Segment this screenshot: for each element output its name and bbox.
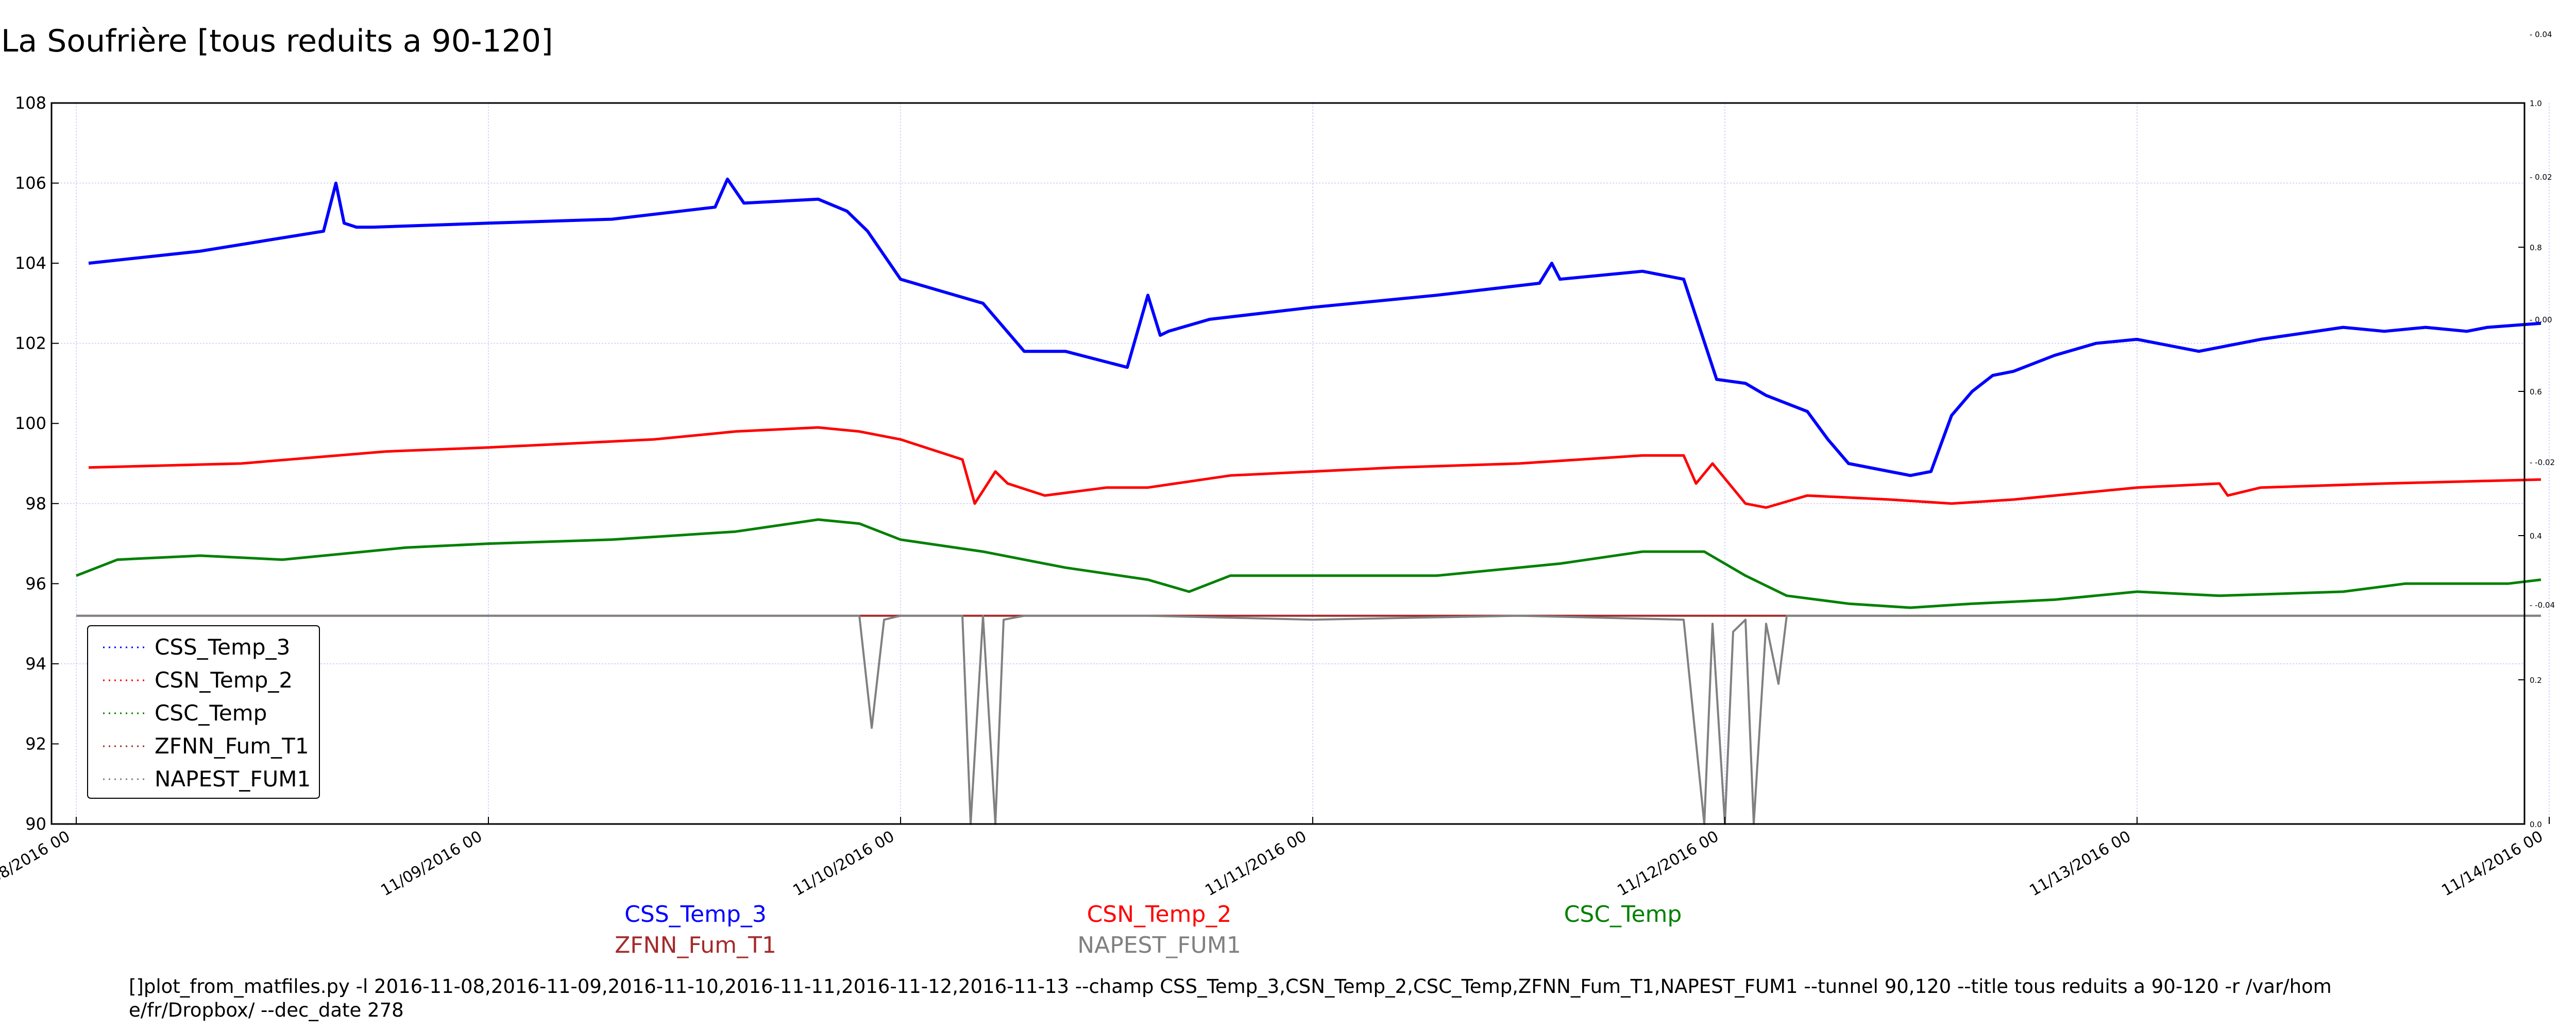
y-tick-label: 104 [15, 253, 46, 273]
y2-tick-label: 1.0 [2530, 99, 2542, 108]
series-line-css_temp_3 [88, 177, 2541, 477]
legend-entry: CSN_Temp_2 [155, 667, 293, 693]
y-tick-label: 96 [25, 574, 46, 593]
series-line-csn_temp_2 [88, 426, 2541, 509]
y-tick-label: 108 [15, 93, 46, 113]
y2-minor-tick-label: - 0.04 [2530, 30, 2552, 39]
legend-box [87, 625, 320, 799]
plot-frame [50, 102, 2526, 825]
x-tick-label: 11/11/2016 00 [1202, 828, 1310, 900]
y-axis: 90 92 94 96 98 100 102 104 106 108 [15, 93, 59, 834]
y-tick-label: 92 [25, 734, 46, 753]
right-y-axis: 0.0 0.2 0.4 0.6 0.8 1.0 - -0.04 - -0.02 - 0.00 - … [2518, 30, 2555, 829]
y2-minor-tick-label: - 0.00 [2530, 315, 2552, 324]
grid [52, 103, 2550, 824]
legend-entry: NAPEST_FUM1 [155, 766, 311, 792]
y2-minor-tick-label: - -0.04 [2530, 600, 2555, 610]
series-line-napest_fum1 [76, 614, 2541, 825]
chart-title: La Soufrière [tous reduits a 90-120] [1, 23, 553, 59]
x-tick-label: 11/13/2016 00 [2026, 828, 2134, 900]
y-tick-label: 100 [15, 414, 46, 433]
x-tick-label: 11/09/2016 00 [378, 828, 485, 900]
x-tick-label: 11/14/2016 00 [2438, 828, 2546, 900]
y2-tick-label: 0.6 [2530, 387, 2542, 397]
legend: CSS_Temp_3 CSN_Temp_2 CSC_Temp ZFNN_Fum_T1 N… [87, 625, 320, 799]
y-tick-label: 90 [25, 814, 46, 834]
series-caption: ZFNN_Fum_T1 [615, 932, 776, 958]
x-tick-label: 11/08/2016 00 [0, 828, 73, 900]
y-tick-label: 106 [15, 174, 46, 193]
command-line-text: []plot_from_matfiles.py -l 2016-11-08,20… [129, 975, 2332, 1021]
x-axis: 11/08/2016 00 11/09/2016 00 11/10/2016 00 1… [0, 817, 2550, 900]
y2-tick-label: 0.0 [2530, 820, 2542, 829]
y-tick-label: 94 [25, 654, 46, 674]
y-tick-label: 102 [15, 334, 46, 353]
x-tick-label: 11/12/2016 00 [1614, 828, 1722, 900]
y-tick-label: 98 [25, 494, 46, 513]
y2-minor-tick-label: - -0.02 [2530, 458, 2555, 467]
x-tick-label: 11/10/2016 00 [790, 828, 897, 900]
legend-entry: ZFNN_Fum_T1 [155, 733, 309, 759]
legend-entry: CSC_Temp [155, 700, 267, 726]
y2-minor-tick-label: - 0.02 [2530, 173, 2552, 182]
series-caption: NAPEST_FUM1 [1077, 932, 1241, 958]
y2-tick-label: 0.8 [2530, 243, 2542, 252]
series-line-csc_temp [76, 518, 2541, 609]
legend-entry: CSS_Temp_3 [155, 634, 290, 660]
y2-tick-label: 0.4 [2530, 531, 2542, 541]
y2-tick-label: 0.2 [2530, 676, 2542, 685]
series-caption: CSS_Temp_3 [624, 901, 767, 928]
series-caption: CSC_Temp [1564, 901, 1682, 928]
series-captions: CSS_Temp_3 CSN_Temp_2 CSC_Temp ZFNN_Fum_T1 N… [615, 901, 1682, 958]
series-lines [76, 177, 2541, 825]
series-caption: CSN_Temp_2 [1087, 901, 1232, 928]
